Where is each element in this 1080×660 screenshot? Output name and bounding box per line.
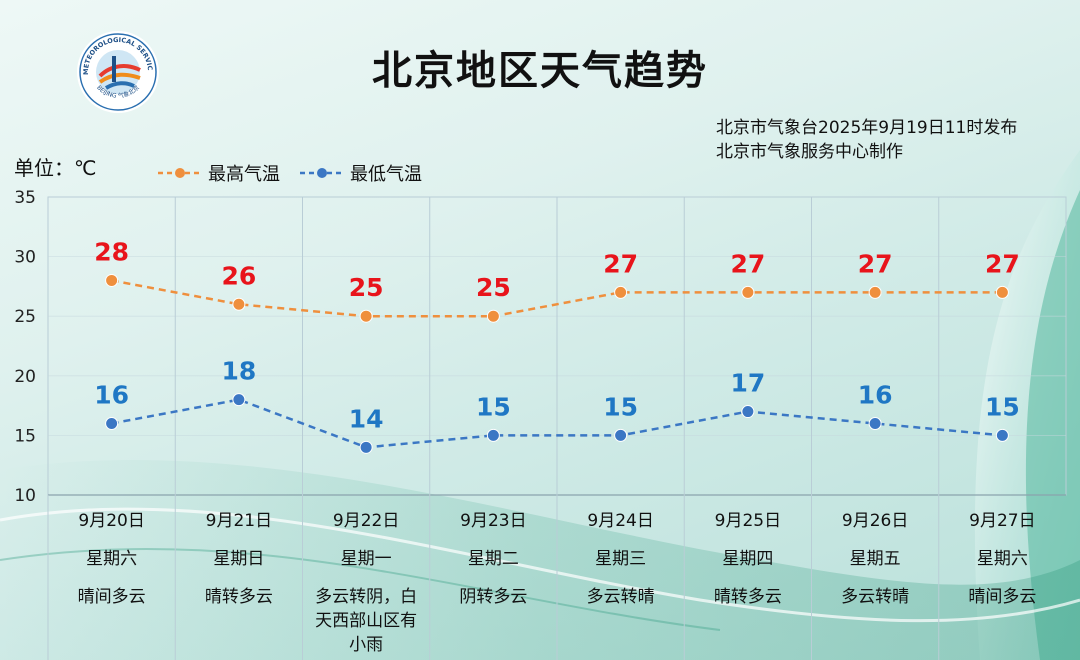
data-point-low [105,416,119,430]
legend-marker-high-icon [158,168,202,178]
weather-label: 多云转阴，白 [315,587,417,607]
weekday-label: 星期四 [722,549,773,569]
issuer-line-2: 北京市气象服务中心制作 [716,142,903,162]
y-tick-label: 35 [14,188,36,208]
weekday-label: 星期二 [468,549,519,569]
data-point-low [486,428,500,442]
date-label: 9月22日 [333,511,399,531]
data-point-low [995,428,1009,442]
weather-label: 晴转多云 [205,587,273,607]
issuer-info: 北京市气象台2025年9月19日11时发布 北京市气象服务中心制作 [716,116,1017,164]
weekday-label: 星期一 [341,549,392,569]
data-point-high [359,309,373,323]
data-point-high [995,285,1009,299]
weather-label: 小雨 [349,635,383,655]
series-line-low [111,398,1003,449]
weather-label: 多云转晴 [587,587,655,607]
data-point-low [614,428,628,442]
data-label-low: 17 [730,369,765,398]
data-label-low: 15 [603,392,638,421]
page-title: 北京地区天气趋势 [372,48,708,94]
data-point-high [614,285,628,299]
data-label-low: 16 [94,380,129,409]
weather-label: 天西部山区有 [315,611,417,631]
legend-label-low: 最低气温 [350,164,422,185]
data-point-low [741,405,755,419]
data-label-high: 25 [476,273,511,302]
data-point-low [868,416,882,430]
weekday-label: 星期六 [977,549,1028,569]
data-label-low: 15 [985,392,1020,421]
data-point-high [232,297,246,311]
weather-label: 晴间多云 [968,587,1036,607]
weekday-label: 星期六 [86,549,137,569]
y-tick-label: 30 [14,248,36,268]
weather-label: 晴间多云 [78,587,146,607]
data-label-high: 27 [985,249,1020,278]
y-tick-label: 15 [14,426,36,446]
legend-marker-low-icon [300,168,344,178]
weekday-label: 星期日 [213,549,264,569]
date-label: 9月26日 [842,511,908,531]
data-label-high: 27 [603,249,638,278]
data-point-high [741,285,755,299]
date-label: 9月27日 [969,511,1035,531]
data-label-high: 25 [349,273,384,302]
date-label: 9月20日 [78,511,144,531]
date-label: 9月25日 [715,511,781,531]
date-label: 9月24日 [587,511,653,531]
data-label-high: 26 [221,261,256,290]
data-label-high: 27 [858,249,893,278]
weather-label: 阴转多云 [459,587,527,607]
y-tick-label: 10 [14,486,36,506]
weekday-label: 星期五 [850,549,901,569]
data-point-low [359,440,373,454]
date-label: 9月21日 [206,511,272,531]
series-line-high [111,279,1003,318]
data-label-low: 15 [476,392,511,421]
data-point-low [232,393,246,407]
data-label-low: 14 [349,404,384,433]
legend-label-high: 最高气温 [208,164,280,185]
data-label-low: 18 [221,357,256,386]
data-point-high [105,273,119,287]
data-label-low: 16 [858,380,893,409]
date-label: 9月23日 [460,511,526,531]
weather-label: 多云转晴 [841,587,909,607]
y-tick-label: 25 [14,307,36,327]
data-label-high: 28 [94,237,129,266]
data-label-high: 27 [730,249,765,278]
data-point-high [868,285,882,299]
data-point-high [486,309,500,323]
weekday-label: 星期三 [595,549,646,569]
legend-item-high: 最高气温 [158,160,280,186]
weather-label: 晴转多云 [714,587,782,607]
y-tick-label: 20 [14,367,36,387]
legend-item-low: 最低气温 [300,160,422,186]
unit-label: 单位：℃ [14,156,97,180]
meteorological-service-logo: METEOROLOGICAL SERVICE BEIJING 气象北京 [76,30,159,113]
issuer-line-1: 北京市气象台2025年9月19日11时发布 [716,118,1018,138]
